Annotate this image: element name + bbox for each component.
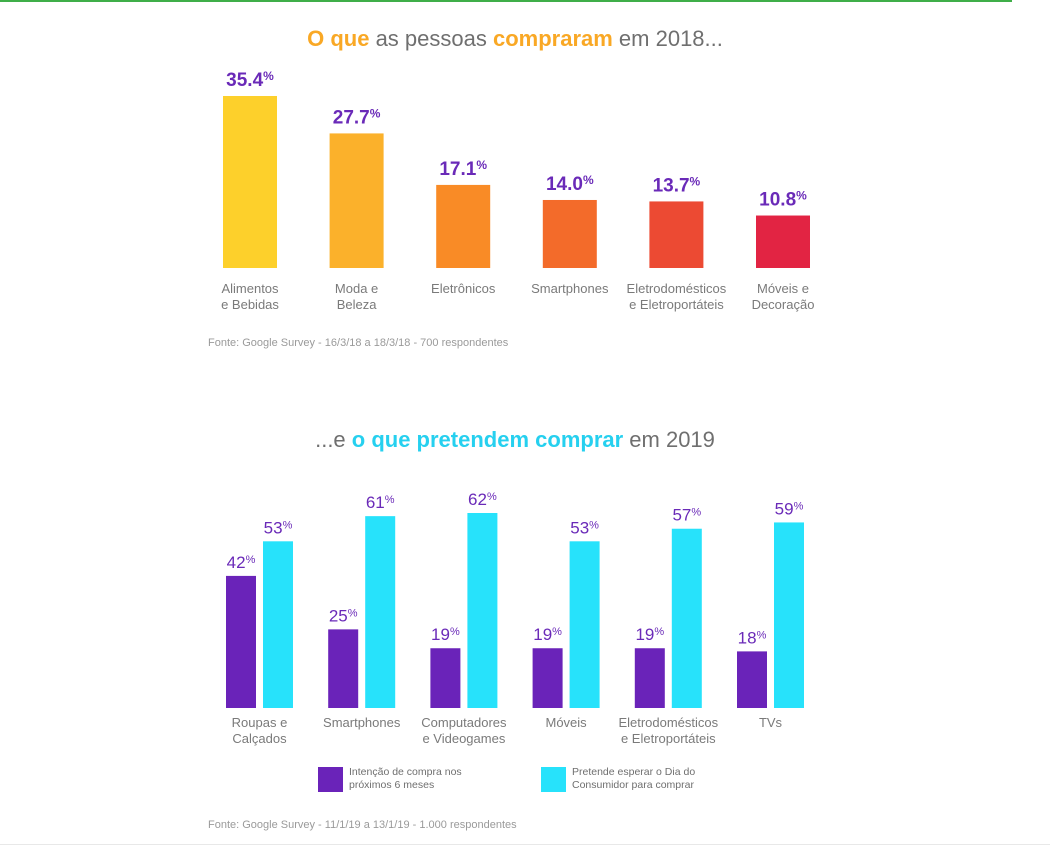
value-label-2019-s0-5: 18%	[738, 628, 767, 647]
category-label-2018-2: Eletrônicos	[431, 281, 496, 296]
value-label-2018-1: 27.7%	[333, 106, 381, 128]
value-label-2019-s0-3: 19%	[533, 625, 562, 644]
bar-2018-0	[223, 96, 277, 268]
bar-2019-s0-2	[430, 648, 461, 708]
bar-2018-2	[436, 184, 491, 268]
category-label-2019-3: Móveis	[546, 715, 588, 730]
legend-swatch-purple	[318, 767, 343, 792]
chart2-source: Fonte: Google Survey - 11/1/19 a 13/1/19…	[208, 819, 517, 831]
value-label-2019-s0-1: 25%	[329, 606, 358, 625]
chart2-title: ...e o que pretendem comprar em 2019	[0, 427, 1030, 453]
bar-2018-4	[649, 201, 704, 268]
bar-2019-s1-2	[467, 513, 498, 708]
category-label-2018-3: Smartphones	[531, 281, 609, 296]
title2-part-1: ...e	[315, 427, 352, 452]
category-label-2018-4: Eletrodomésticos e Eletroportáteis	[627, 281, 727, 312]
value-label-2019-s1-5: 59%	[775, 499, 804, 518]
top-accent-line	[0, 0, 1012, 2]
bar-2019-s0-4	[634, 648, 665, 708]
legend-label-espera: Pretende esperar o Dia do Consumidor par…	[572, 766, 696, 791]
bar-2019-s0-1	[328, 629, 359, 708]
value-label-2018-3: 14.0%	[546, 173, 594, 195]
legend-item-intencao: Intenção de compra nos próximos 6 meses	[318, 766, 489, 792]
value-label-2019-s0-0: 42%	[227, 553, 256, 572]
value-label-2019-s1-4: 57%	[672, 506, 701, 525]
bar-2019-s0-3	[532, 648, 563, 708]
value-label-2019-s0-4: 19%	[635, 625, 664, 644]
value-label-2019-s1-2: 62%	[468, 490, 497, 509]
bar-2019-s1-0	[263, 541, 293, 708]
value-label-2018-5: 10.8%	[759, 189, 807, 211]
chart1-source: Fonte: Google Survey - 16/3/18 a 18/3/18…	[208, 337, 509, 349]
category-label-2019-4: Eletrodomésticos e Eletroportáteis	[618, 715, 718, 746]
chart1-title: O que as pessoas compraram em 2018...	[0, 26, 1030, 52]
bar-2018-1	[329, 133, 384, 268]
title1-emph-1: O que	[307, 26, 370, 51]
category-label-2019-0: Roupas e Calçados	[232, 715, 288, 746]
title2-emph: o que pretendem comprar	[351, 427, 624, 452]
legend-label-intencao: Intenção de compra nos próximos 6 meses	[349, 766, 462, 791]
bar-2019-s0-0	[226, 575, 256, 708]
value-label-2019-s1-3: 53%	[570, 518, 599, 537]
bar-2019-s1-4	[671, 528, 702, 708]
value-label-2018-2: 17.1%	[439, 158, 487, 180]
bar-2018-3	[542, 199, 597, 268]
category-label-2019-2: Computadores e Videogames	[421, 715, 507, 746]
title2-part-3: em 2019	[623, 427, 715, 452]
title1-part-2: as pessoas	[369, 26, 493, 51]
bottom-divider	[0, 844, 1050, 845]
bar-2019-s1-5	[774, 522, 804, 708]
value-label-2019-s1-0: 53%	[264, 518, 293, 537]
category-label-2019-1: Smartphones	[323, 715, 401, 730]
legend-item-espera: Pretende esperar o Dia do Consumidor par…	[541, 766, 712, 792]
category-label-2018-1: Moda e Beleza	[335, 281, 378, 312]
value-label-2018-4: 13.7%	[653, 174, 701, 196]
title1-part-4: em 2018...	[612, 26, 723, 51]
value-label-2018-0: 35.4%	[226, 69, 274, 91]
category-label-2019-5: TVs	[759, 715, 783, 730]
category-label-2018-0: Alimentos e Bebidas	[221, 281, 279, 312]
bar-2019-s0-5	[737, 651, 767, 708]
legend-swatch-cyan	[541, 767, 566, 792]
category-label-2018-5: Móveis e Decoração	[752, 281, 815, 312]
value-label-2019-s1-1: 61%	[366, 493, 395, 512]
title1-emph-2: compraram	[492, 26, 613, 51]
value-label-2019-s0-2: 19%	[431, 625, 460, 644]
bar-2019-s1-3	[569, 541, 600, 708]
bar-2018-5	[756, 215, 810, 268]
bar-2019-s1-1	[365, 516, 396, 708]
